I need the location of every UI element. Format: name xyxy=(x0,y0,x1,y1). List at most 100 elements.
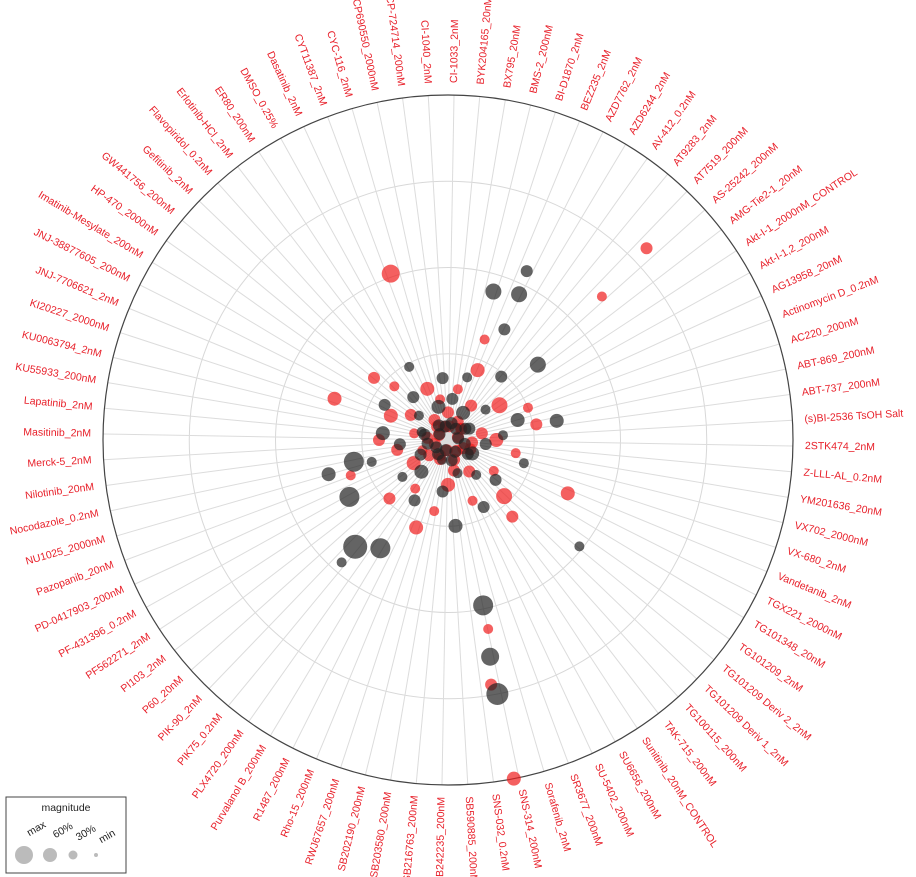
spoke-label: 2STK474_2nM xyxy=(805,440,875,453)
spoke xyxy=(103,433,449,441)
spoke-label: CYC-116_2nM xyxy=(324,29,355,98)
spoke xyxy=(447,439,659,714)
point xyxy=(389,381,400,392)
spoke xyxy=(139,284,449,441)
spoke-label: KI20227_2000nM xyxy=(28,297,111,334)
point xyxy=(470,363,485,378)
point xyxy=(511,286,528,303)
spoke xyxy=(166,240,449,441)
point xyxy=(420,381,435,396)
spoke xyxy=(248,439,449,722)
spoke xyxy=(340,439,449,769)
spoke-label: AC220_200nM xyxy=(789,315,860,346)
point xyxy=(518,458,529,469)
spoke-label: YM201636_20nM xyxy=(799,493,883,519)
grid-ring xyxy=(361,353,535,527)
spoke-label: Imatinib-Mesylate_200nM xyxy=(36,189,145,261)
point xyxy=(327,391,342,406)
spoke xyxy=(227,439,449,707)
spoke xyxy=(447,439,638,729)
point xyxy=(366,456,377,467)
spoke-label: SB202190_200nM xyxy=(336,785,368,872)
point xyxy=(414,448,427,461)
point xyxy=(407,391,420,404)
spoke xyxy=(447,439,768,573)
spoke xyxy=(447,439,569,764)
point xyxy=(410,483,421,494)
spoke xyxy=(447,439,793,447)
spoke xyxy=(447,99,506,441)
point xyxy=(475,427,488,440)
spoke-label: SNS-314_200nM xyxy=(516,788,544,869)
point xyxy=(409,520,424,535)
spoke-label: TG101209 Deriv 2_2nM xyxy=(720,663,814,744)
point xyxy=(574,541,585,552)
point xyxy=(459,422,472,435)
point xyxy=(414,464,429,479)
spoke-label: (s)BI-2536 TsOH Salt xyxy=(804,408,904,426)
point xyxy=(418,428,431,441)
spoke-label: Rho-15_200nM xyxy=(278,768,317,839)
spoke xyxy=(447,111,556,441)
spoke xyxy=(447,368,786,441)
point xyxy=(452,468,463,479)
spoke xyxy=(447,439,616,742)
point xyxy=(381,264,400,283)
point xyxy=(486,682,509,705)
spoke xyxy=(447,209,706,441)
spoke xyxy=(447,295,762,441)
point xyxy=(498,323,511,336)
spoke-label: SB216763_200nM xyxy=(401,795,421,877)
point xyxy=(375,426,390,441)
spoke xyxy=(105,439,449,486)
point xyxy=(423,449,436,462)
point xyxy=(378,398,391,411)
spoke xyxy=(364,439,449,776)
point xyxy=(458,437,471,450)
spoke xyxy=(447,439,494,783)
legend-swatch xyxy=(68,850,78,860)
point xyxy=(522,402,533,413)
spoke xyxy=(116,439,449,537)
spoke-label: BX795_20nM xyxy=(501,24,523,89)
spoke xyxy=(447,250,737,441)
spoke xyxy=(258,151,449,441)
spoke xyxy=(447,439,545,772)
point xyxy=(439,420,452,433)
spoke xyxy=(447,95,455,441)
spoke xyxy=(447,343,780,441)
point xyxy=(452,384,463,395)
point xyxy=(345,470,356,481)
spoke xyxy=(447,439,784,524)
point xyxy=(436,372,449,385)
spoke-label: TG101209 Deriv 1_2nM xyxy=(701,683,790,769)
spoke-label: ABT-869_200nM xyxy=(796,344,876,372)
point xyxy=(488,465,499,476)
point xyxy=(510,448,521,459)
point xyxy=(529,356,546,373)
spoke xyxy=(447,104,532,441)
point xyxy=(436,485,449,498)
spoke xyxy=(292,439,449,749)
spoke xyxy=(103,439,449,461)
point xyxy=(383,492,396,505)
spoke xyxy=(447,439,469,785)
point xyxy=(446,392,459,405)
point xyxy=(471,469,482,480)
spoke-label: BEZ235_2nM xyxy=(578,48,614,112)
spoke xyxy=(447,439,698,680)
point xyxy=(596,291,607,302)
point xyxy=(421,437,434,450)
legend-title: magnitude xyxy=(41,802,90,814)
spoke xyxy=(447,144,627,441)
point xyxy=(393,438,406,451)
point xyxy=(495,370,508,383)
spoke-label: Z-LLL-AL_0.2nM xyxy=(803,467,883,486)
point xyxy=(496,488,513,505)
point xyxy=(477,501,490,514)
spoke xyxy=(447,439,792,473)
point xyxy=(462,372,473,383)
point xyxy=(404,408,417,421)
